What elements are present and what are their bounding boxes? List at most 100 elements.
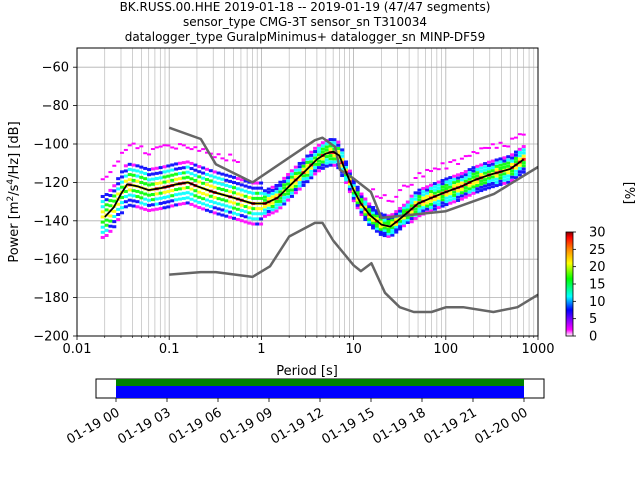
- psd-cell: [174, 198, 179, 202]
- psd-cell: [131, 194, 136, 198]
- psd-cell: [320, 157, 325, 161]
- psd-cell: [363, 200, 368, 204]
- psd-cell: [123, 205, 128, 209]
- psd-cell: [479, 173, 484, 177]
- psd-cell: [401, 206, 406, 210]
- psd-cell: [425, 194, 430, 198]
- psd-cell: [108, 224, 113, 228]
- psd-cell: [340, 151, 345, 155]
- psd-cell: [274, 199, 279, 203]
- psd-cell: [116, 187, 121, 191]
- psd-cell: [456, 192, 461, 196]
- psd-cell: [116, 213, 121, 217]
- psd-cell: [158, 171, 163, 175]
- psd-cell: [216, 181, 221, 185]
- psd-cell: [259, 186, 264, 190]
- psd-cell: [355, 198, 360, 202]
- psd-cell: [286, 195, 291, 199]
- psd-cell: [498, 176, 503, 180]
- psd-cell: [309, 166, 314, 170]
- chart-title-line-2: sensor_type CMG-3T sensor_sn T310034: [183, 15, 427, 29]
- psd-cell: [212, 175, 217, 179]
- psd-cell: [239, 203, 244, 207]
- psd-cell: [498, 141, 503, 144]
- psd-cell: [166, 200, 171, 204]
- psd-cell: [448, 179, 453, 183]
- psd-cell: [444, 183, 449, 187]
- psd-cell: [166, 174, 171, 178]
- psd-cell: [398, 209, 403, 213]
- psd-cell: [120, 151, 125, 154]
- psd-cell: [390, 220, 395, 224]
- psd-cell: [286, 176, 291, 180]
- psd-cell: [286, 198, 291, 202]
- psd-cell: [490, 181, 495, 185]
- psd-cell: [174, 147, 179, 150]
- psd-cell: [170, 178, 175, 182]
- psd-cell: [166, 205, 171, 209]
- psd-cell: [313, 169, 318, 173]
- psd-cell: [324, 148, 329, 152]
- chart-title-line-3: datalogger_type GuralpMinimus+ datalogge…: [125, 30, 486, 44]
- psd-cell: [486, 186, 491, 190]
- psd-cell: [502, 178, 507, 182]
- psd-cell: [390, 200, 395, 203]
- psd-cell: [239, 178, 244, 182]
- y-axis-label-sup2: 4: [6, 179, 16, 185]
- psd-cell: [510, 137, 515, 140]
- psd-cell: [224, 209, 229, 213]
- psd-cell: [135, 164, 140, 168]
- psd-cell: [440, 182, 445, 186]
- psd-cell: [452, 181, 457, 185]
- psd-cell: [320, 166, 325, 170]
- psd-cell: [204, 178, 209, 182]
- x-axis-label: Period [s]: [276, 364, 338, 379]
- psd-cell: [266, 197, 271, 201]
- psd-cell: [255, 217, 260, 221]
- psd-cell: [502, 159, 507, 163]
- psd-cell: [344, 178, 349, 182]
- psd-cell: [201, 166, 206, 170]
- psd-cell: [456, 189, 461, 193]
- psd-cell: [355, 203, 360, 207]
- timeline-tick-label: 01-19 12: [268, 405, 326, 447]
- psd-cell: [467, 174, 472, 178]
- psd-cell: [463, 176, 468, 180]
- psd-cell: [243, 184, 248, 188]
- psd-cell: [201, 171, 206, 175]
- psd-cell: [467, 190, 472, 194]
- psd-cell: [398, 189, 403, 192]
- psd-cell: [255, 181, 260, 185]
- psd-cell: [181, 202, 186, 206]
- psd-cell: [162, 165, 167, 169]
- psd-cell: [170, 173, 175, 177]
- psd-cell: [150, 172, 155, 176]
- psd-cell: [355, 190, 360, 194]
- psd-cell: [382, 228, 387, 232]
- psd-cell: [382, 234, 387, 238]
- psd-cell: [371, 208, 376, 212]
- psd-cell: [235, 177, 240, 181]
- psd-cell: [340, 167, 345, 171]
- psd-cell: [120, 211, 125, 215]
- psd-cell: [232, 216, 237, 220]
- psd-cell: [456, 179, 461, 183]
- psd-cell: [521, 157, 526, 161]
- psd-cell: [177, 192, 182, 196]
- psd-cell: [363, 205, 368, 209]
- psd-cell: [490, 143, 495, 146]
- psd-cell: [193, 178, 198, 182]
- psd-cell: [247, 211, 252, 215]
- psd-cell: [517, 157, 522, 161]
- psd-cell: [459, 157, 464, 160]
- psd-cell: [471, 188, 476, 192]
- psd-cell: [498, 173, 503, 177]
- psd-cell: [228, 210, 233, 214]
- psd-cell: [467, 168, 472, 172]
- psd-cell: [166, 179, 171, 183]
- psd-cell: [413, 210, 418, 214]
- psd-cell: [224, 173, 229, 177]
- psd-cell: [479, 182, 484, 186]
- psd-cell: [432, 198, 437, 202]
- y-tick-label: −180: [33, 291, 69, 306]
